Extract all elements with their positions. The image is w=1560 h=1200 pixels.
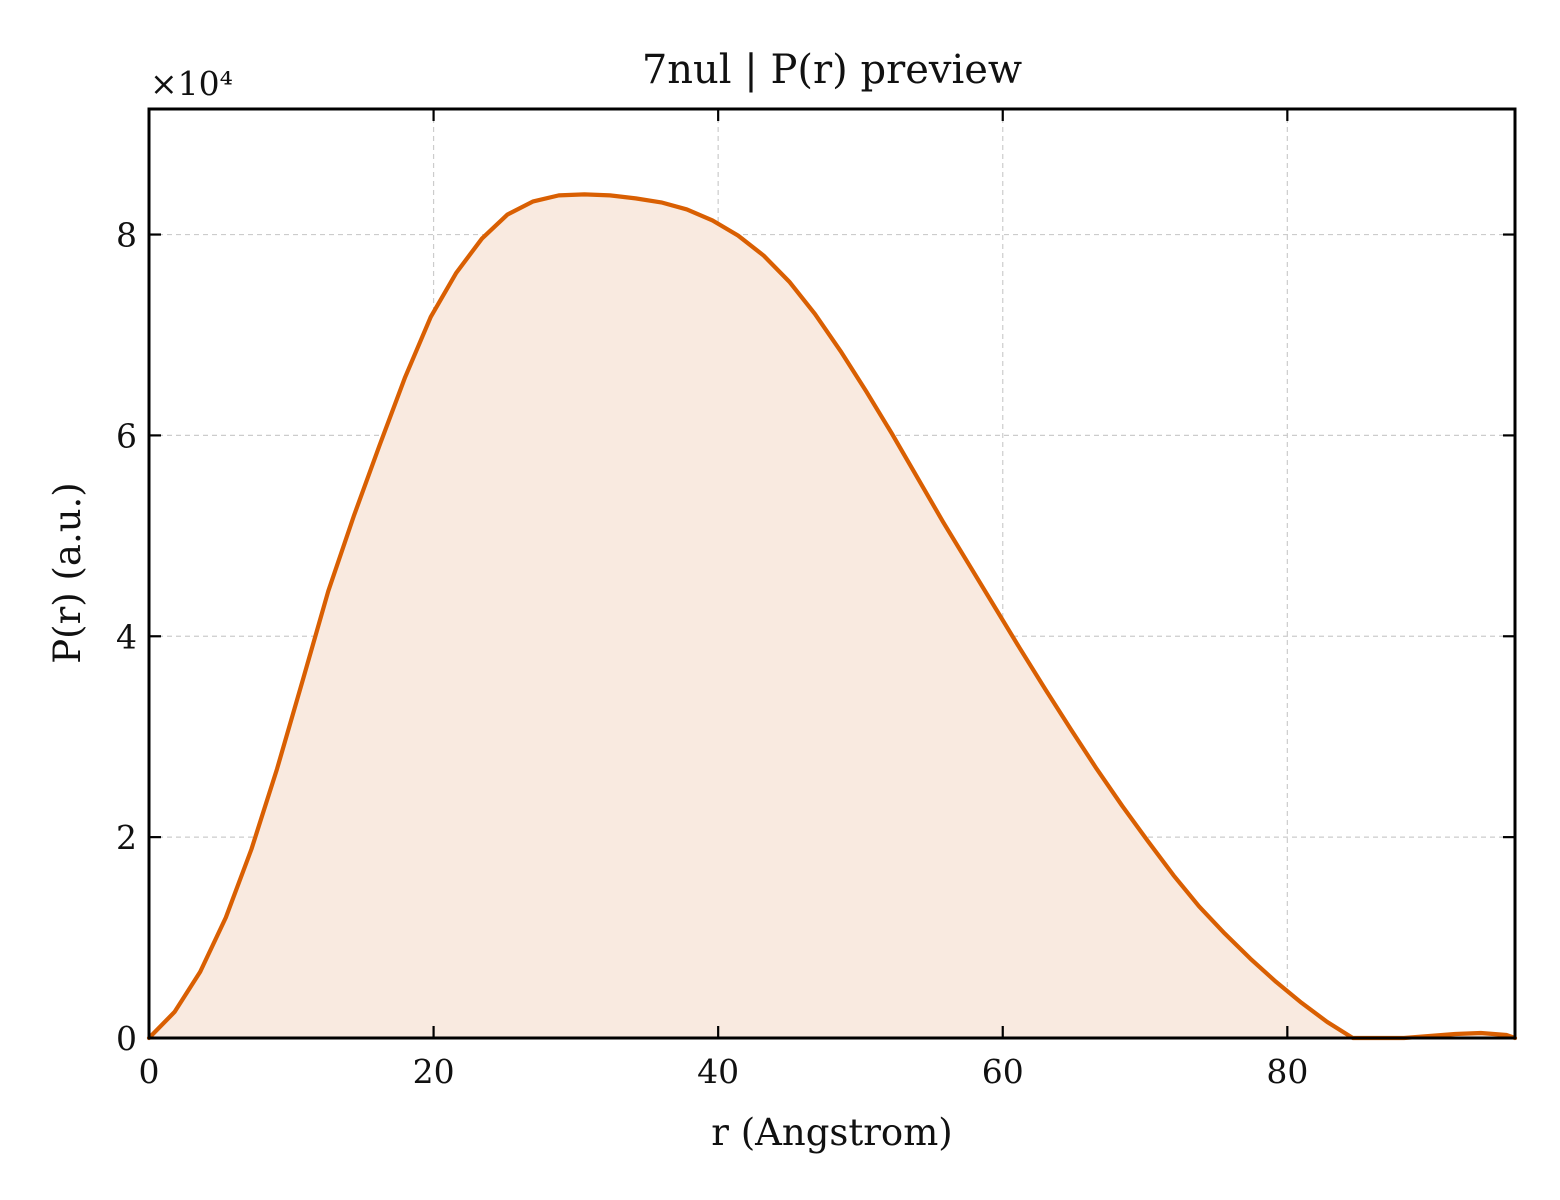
y-tick-label: 2 [116,818,137,857]
ticks: 0 20 40 60 80 0 2 4 6 8 [116,109,1515,1091]
chart-title: 7nul | P(r) preview [642,47,1022,93]
y-tick-label: 4 [116,617,137,656]
x-tick-label: 60 [982,1052,1024,1091]
x-tick-label: 0 [139,1052,160,1091]
y-tick-label: 6 [116,416,137,455]
y-axis-label: P(r) (a.u.) [46,482,89,664]
x-tick-label: 40 [697,1052,739,1091]
series-line-group [146,192,1518,1041]
y-axis-offset-label: ×10⁴ [150,64,233,103]
plot-frame [147,107,1517,1040]
x-tick-label: 80 [1266,1052,1308,1091]
y-tick-label: 0 [116,1019,137,1058]
series-area-fill [149,194,1515,1038]
x-tick-label: 20 [413,1052,455,1091]
x-axis-label: r (Angstrom) [711,1111,952,1154]
y-tick-label: 8 [116,216,137,255]
series-area [149,194,1515,1038]
series-line [146,192,1518,1041]
